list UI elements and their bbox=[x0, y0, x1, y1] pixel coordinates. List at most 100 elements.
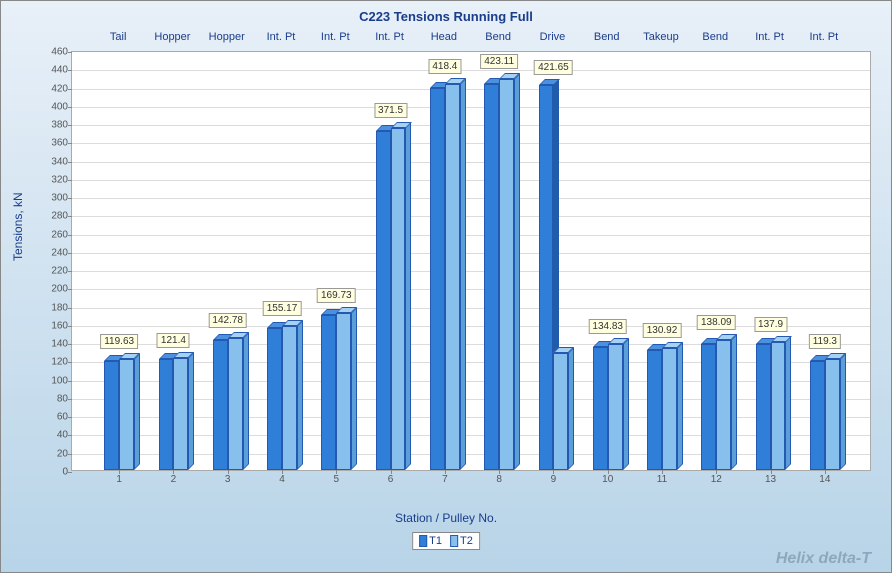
x-tick-label: 13 bbox=[765, 474, 776, 485]
y-axis-label: Tensions, kN bbox=[11, 192, 25, 261]
bar-t1 bbox=[701, 344, 716, 470]
chart-container: C223 Tensions Running Full Tensions, kN … bbox=[0, 0, 892, 573]
bar-t2 bbox=[553, 353, 568, 470]
value-label: 130.92 bbox=[643, 323, 682, 338]
y-tick bbox=[68, 454, 72, 455]
y-tick bbox=[68, 143, 72, 144]
y-tick bbox=[68, 326, 72, 327]
watermark: Helix delta-T bbox=[776, 550, 871, 568]
bar-t1 bbox=[430, 88, 445, 470]
gridline bbox=[72, 235, 870, 236]
y-tick bbox=[68, 107, 72, 108]
y-tick bbox=[68, 70, 72, 71]
station-label: Bend bbox=[485, 31, 511, 43]
y-tick bbox=[68, 308, 72, 309]
plot-area: 0204060801001201401601802002202402602803… bbox=[71, 51, 871, 471]
bar-t2 bbox=[336, 313, 351, 470]
y-tick-label: 60 bbox=[57, 412, 68, 423]
station-label: Bend bbox=[702, 31, 728, 43]
y-tick-label: 300 bbox=[51, 193, 68, 204]
bar-t2 bbox=[825, 359, 840, 470]
y-tick-label: 0 bbox=[62, 467, 68, 478]
gridline bbox=[72, 289, 870, 290]
y-tick-label: 260 bbox=[51, 229, 68, 240]
bar-t2 bbox=[228, 338, 243, 470]
gridline bbox=[72, 326, 870, 327]
y-tick bbox=[68, 399, 72, 400]
station-label: Int. Pt bbox=[755, 31, 784, 43]
x-tick-label: 8 bbox=[496, 474, 502, 485]
legend-swatch-t1 bbox=[419, 535, 427, 547]
bar-t2 bbox=[499, 79, 514, 470]
chart-title: C223 Tensions Running Full bbox=[1, 1, 891, 24]
value-label: 169.73 bbox=[317, 288, 356, 303]
gridline bbox=[72, 89, 870, 90]
bar-t1 bbox=[213, 340, 228, 470]
bar-t2 bbox=[608, 344, 623, 470]
y-tick-label: 380 bbox=[51, 120, 68, 131]
gridline bbox=[72, 271, 870, 272]
y-tick-label: 400 bbox=[51, 101, 68, 112]
y-tick bbox=[68, 89, 72, 90]
y-tick-label: 160 bbox=[51, 320, 68, 331]
legend: T1 T2 bbox=[412, 532, 480, 550]
x-tick-label: 14 bbox=[819, 474, 830, 485]
bar-t2 bbox=[716, 340, 731, 470]
y-tick bbox=[68, 381, 72, 382]
y-tick bbox=[68, 125, 72, 126]
bar-t1 bbox=[810, 361, 825, 470]
y-tick-label: 120 bbox=[51, 357, 68, 368]
y-tick bbox=[68, 180, 72, 181]
value-label: 423.11 bbox=[480, 54, 518, 69]
station-label: Int. Pt bbox=[375, 31, 404, 43]
gridline bbox=[72, 70, 870, 71]
x-tick-label: 10 bbox=[602, 474, 613, 485]
value-label: 421.65 bbox=[534, 60, 573, 75]
y-tick-label: 280 bbox=[51, 211, 68, 222]
value-label: 121.4 bbox=[157, 333, 190, 348]
y-tick-label: 240 bbox=[51, 247, 68, 258]
y-tick bbox=[68, 472, 72, 473]
x-tick-label: 2 bbox=[171, 474, 177, 485]
x-tick-label: 7 bbox=[442, 474, 448, 485]
bar-t2 bbox=[445, 84, 460, 470]
x-tick-label: 5 bbox=[334, 474, 340, 485]
bar-t1 bbox=[321, 315, 336, 470]
y-tick-label: 140 bbox=[51, 339, 68, 350]
value-label: 137.9 bbox=[754, 317, 787, 332]
x-tick-label: 11 bbox=[657, 474, 667, 485]
x-tick-label: 4 bbox=[279, 474, 285, 485]
y-tick-label: 220 bbox=[51, 266, 68, 277]
top-labels-row: TailHopperHopperInt. PtInt. PtInt. PtHea… bbox=[71, 31, 871, 49]
station-label: Bend bbox=[594, 31, 620, 43]
value-label: 371.5 bbox=[374, 103, 407, 118]
bar-t2 bbox=[173, 358, 188, 470]
legend-item-t1: T1 bbox=[419, 535, 442, 547]
station-label: Hopper bbox=[209, 31, 245, 43]
legend-item-t2: T2 bbox=[450, 535, 473, 547]
y-tick-label: 320 bbox=[51, 174, 68, 185]
x-axis-label: Station / Pulley No. bbox=[1, 511, 891, 525]
bar-t2 bbox=[771, 342, 786, 470]
y-tick bbox=[68, 216, 72, 217]
value-label: 119.63 bbox=[100, 334, 138, 349]
y-tick bbox=[68, 435, 72, 436]
y-tick-label: 420 bbox=[51, 83, 68, 94]
x-tick-label: 12 bbox=[711, 474, 722, 485]
y-tick bbox=[68, 362, 72, 363]
y-tick bbox=[68, 162, 72, 163]
y-tick bbox=[68, 198, 72, 199]
x-tick-label: 6 bbox=[388, 474, 394, 485]
y-tick bbox=[68, 417, 72, 418]
station-label: Drive bbox=[540, 31, 566, 43]
y-tick-label: 200 bbox=[51, 284, 68, 295]
gridline bbox=[72, 180, 870, 181]
gridline bbox=[72, 216, 870, 217]
x-tick-label: 1 bbox=[116, 474, 122, 485]
value-label: 418.4 bbox=[428, 59, 461, 74]
bar-t1 bbox=[104, 361, 119, 470]
legend-swatch-t2 bbox=[450, 535, 458, 547]
x-tick-label: 9 bbox=[551, 474, 557, 485]
station-label: Int. Pt bbox=[321, 31, 350, 43]
bar-t1 bbox=[647, 350, 662, 470]
